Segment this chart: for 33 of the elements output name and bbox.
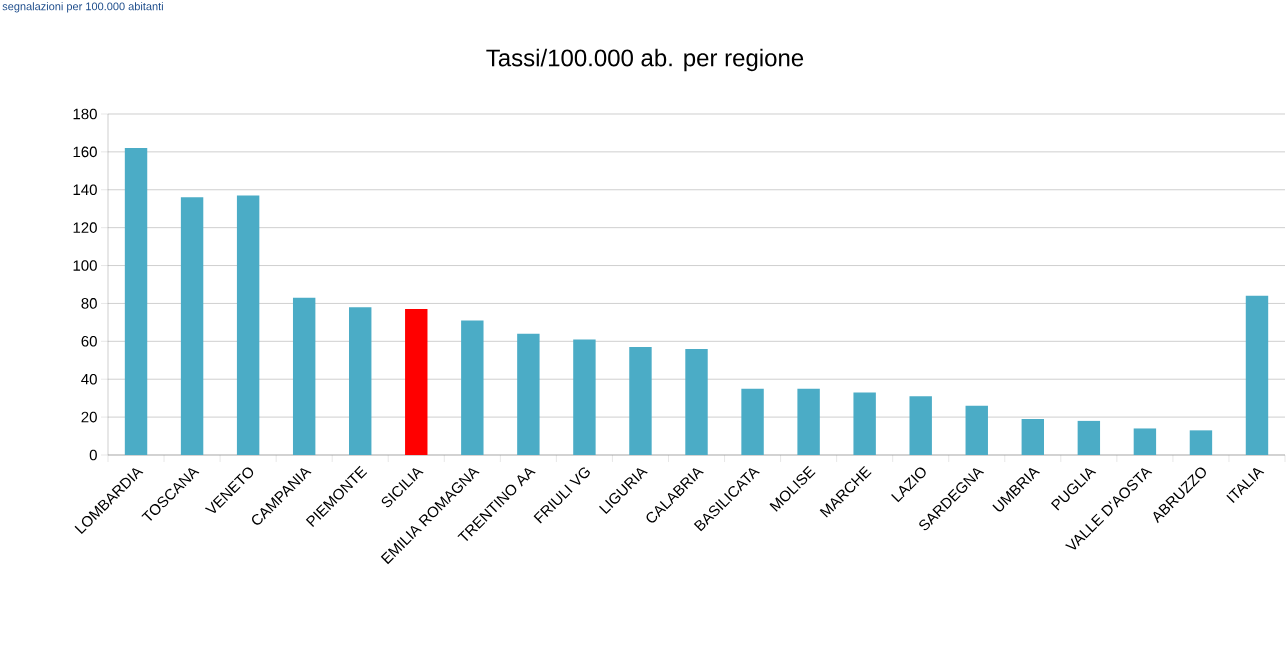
bar (292, 297, 316, 455)
bar (180, 197, 204, 455)
text: segnalazioni per 100.000 abitanti (2, 2, 163, 13)
bar (1245, 295, 1269, 455)
bar (685, 348, 708, 455)
bar (853, 392, 876, 455)
bar (797, 388, 820, 455)
y-tick-label: 20 (81, 411, 97, 423)
bar (965, 405, 988, 455)
y-tick-label: 160 (73, 146, 97, 158)
y-tick-label: 140 (73, 184, 97, 196)
y-tick-label: 120 (73, 222, 97, 233)
bar (124, 148, 148, 455)
y-tick-label: 60 (81, 336, 97, 347)
bar (1021, 418, 1045, 455)
bar (236, 195, 260, 455)
bar (629, 347, 652, 455)
bar (405, 309, 428, 455)
y-tick-label: 180 (73, 108, 97, 120)
chart-title: Tassi/100.000 ab. per regione (486, 48, 804, 72)
bar (1077, 420, 1101, 455)
bar (461, 320, 484, 455)
bar (1189, 430, 1213, 455)
bar (741, 388, 764, 455)
bar (1133, 428, 1157, 455)
y-tick-label: 80 (81, 298, 97, 309)
bar (573, 339, 596, 455)
y-tick-label: 40 (81, 373, 97, 385)
y-tick-label: 0 (89, 449, 97, 461)
y-tick-label: 100 (73, 260, 97, 271)
bar (349, 307, 372, 455)
bar (517, 333, 540, 455)
bar (909, 396, 932, 455)
